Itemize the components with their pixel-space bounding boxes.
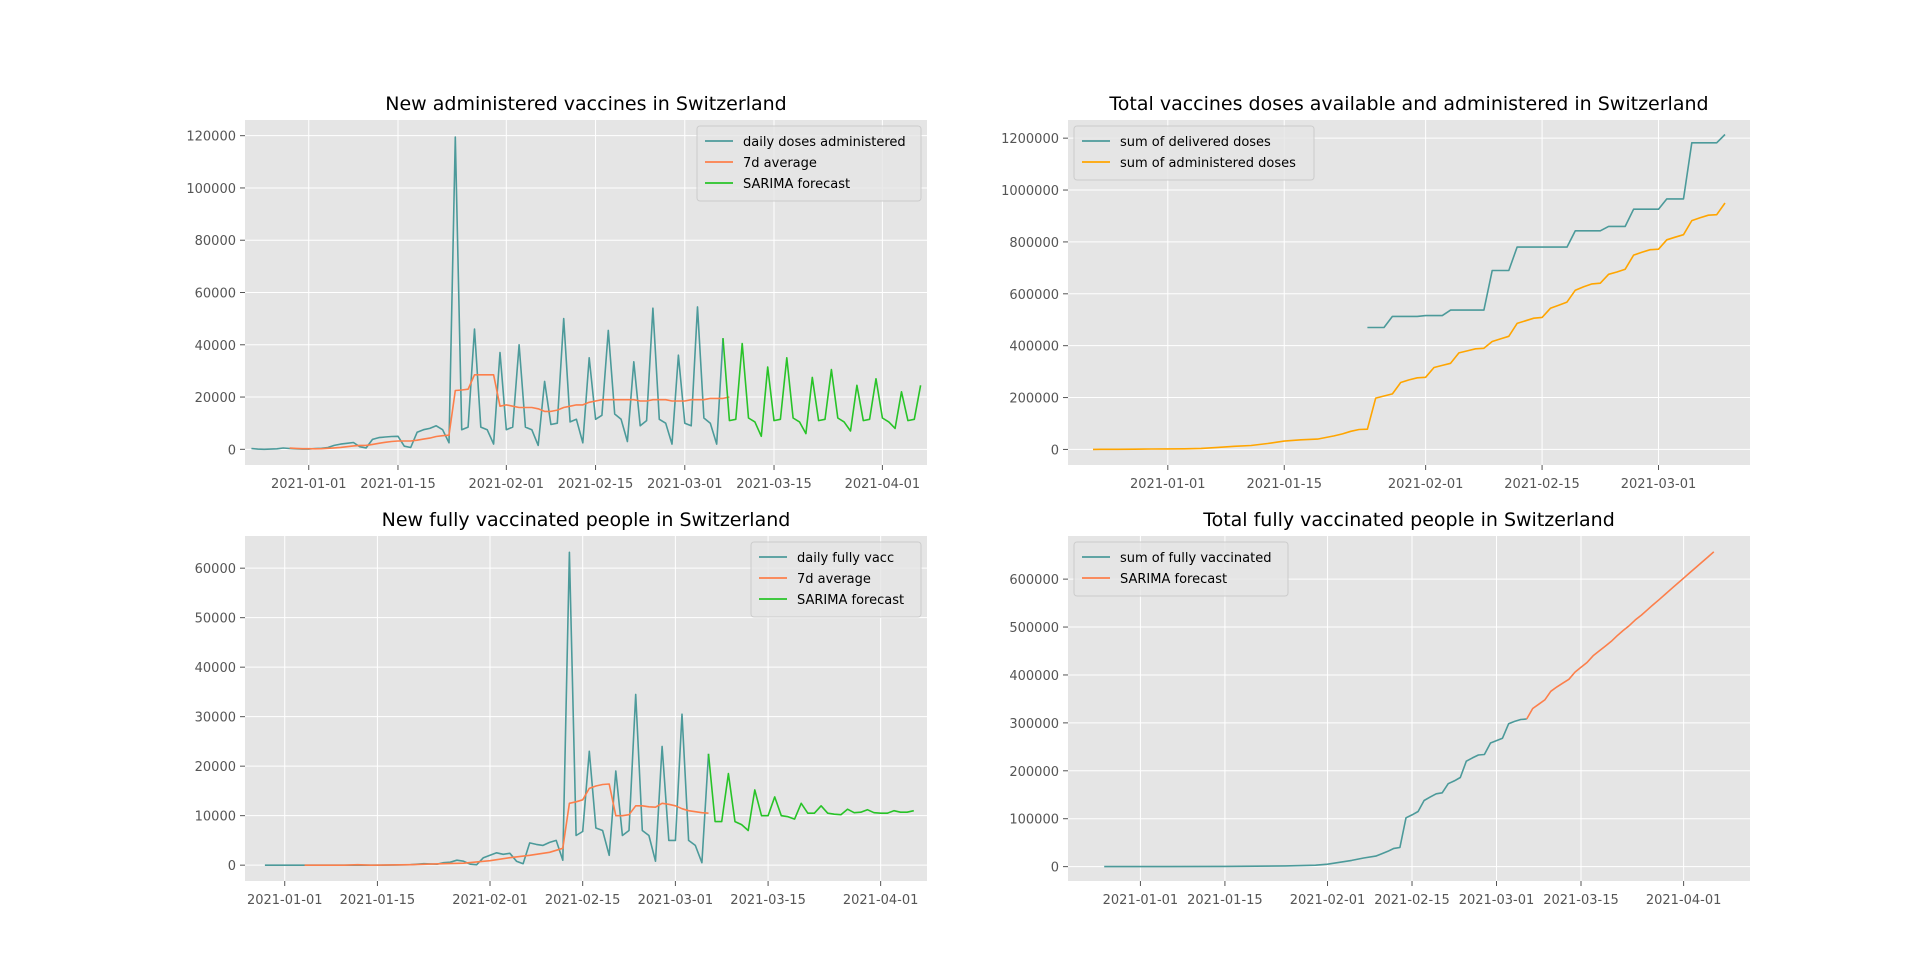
y-tick-label: 0: [1051, 443, 1059, 458]
legend-label: 7d average: [743, 156, 817, 171]
legend-box: [750, 541, 922, 618]
y-tick-label: 200000: [1009, 392, 1059, 407]
x-tick-label: 2021-02-15: [1374, 893, 1450, 908]
y-tick-label: 1000000: [1001, 184, 1059, 199]
chart-2: 0 200000 400000 600000 800000 1000000 1200000 2…: [1001, 93, 1750, 492]
chart-title: New administered vaccines in Switzerland: [385, 93, 786, 115]
x-tick-label: 2021-01-01: [247, 893, 323, 908]
y-tick-label: 400000: [1009, 340, 1059, 355]
y-tick-label: 400000: [1009, 669, 1059, 684]
x-tick-label: 2021-04-01: [1646, 893, 1722, 908]
x-tick-label: 2021-01-15: [1187, 893, 1263, 908]
y-tick-label: 0: [1051, 861, 1059, 876]
y-tick-label: 60000: [195, 562, 236, 577]
x-tick-label: 2021-03-15: [1543, 893, 1619, 908]
y-tick-label: 60000: [195, 287, 236, 302]
x-tick-label: 2021-01-15: [340, 893, 416, 908]
legend-label: daily fully vacc: [797, 551, 894, 566]
y-tick-label: 0: [228, 443, 236, 458]
y-tick-label: 1200000: [1001, 132, 1059, 147]
series-line-sum-of-delivered-doses: [1367, 133, 1726, 329]
y-tick-label: 600000: [1009, 288, 1059, 303]
legend-label: SARIMA forecast: [743, 177, 850, 192]
x-tick-label: 2021-02-01: [452, 893, 528, 908]
legend-box: [696, 125, 922, 202]
x-tick-label: 2021-02-15: [545, 893, 621, 908]
legend: sum of delivered doses sum of administere…: [1073, 125, 1315, 181]
legend-label: daily doses administered: [743, 135, 906, 150]
legend: daily fully vacc 7d average SARIMA forecas…: [750, 541, 922, 618]
x-tick-label: 2021-03-01: [647, 477, 723, 492]
x-tick-label: 2021-02-01: [1290, 893, 1366, 908]
legend-label: sum of delivered doses: [1120, 135, 1271, 150]
legend-label: sum of administered doses: [1120, 156, 1296, 171]
series-line-sarima-forecast: [1526, 551, 1715, 720]
x-tick-label: 2021-04-01: [845, 477, 921, 492]
chart-3: 0 10000 20000 30000 40000 50000 60000 2021-01-0…: [195, 509, 927, 908]
x-tick-label: 2021-03-01: [638, 893, 714, 908]
y-tick-label: 120000: [186, 130, 236, 145]
x-tick-label: 2021-03-15: [736, 477, 812, 492]
legend-box: [1073, 541, 1289, 597]
y-tick-label: 800000: [1009, 236, 1059, 251]
y-tick-label: 100000: [186, 182, 236, 197]
series-line-daily-fully-vacc: [264, 551, 710, 867]
chart-4: 0 100000 200000 300000 400000 500000 600000 202…: [1009, 509, 1750, 908]
legend-label: SARIMA forecast: [797, 593, 904, 608]
x-tick-label: 2021-02-01: [1388, 477, 1464, 492]
series-line-daily-doses-administered: [251, 136, 724, 451]
x-tick-label: 2021-01-01: [1130, 477, 1206, 492]
series-line-sum-of-fully-vaccinated: [1104, 718, 1527, 868]
chart-title: Total vaccines doses available and admin…: [1108, 93, 1708, 115]
x-tick-label: 2021-01-15: [1246, 477, 1322, 492]
y-tick-label: 0: [228, 859, 236, 874]
legend: sum of fully vaccinated SARIMA forecast: [1073, 541, 1289, 597]
series-line-7d-average: [289, 373, 730, 450]
series-line-7d-average: [304, 783, 709, 867]
series-line-sarima-forecast: [722, 338, 922, 438]
y-tick-label: 40000: [195, 339, 236, 354]
y-tick-label: 20000: [195, 760, 236, 775]
y-tick-label: 600000: [1009, 573, 1059, 588]
y-tick-label: 80000: [195, 234, 236, 249]
y-tick-label: 300000: [1009, 717, 1059, 732]
x-tick-label: 2021-02-15: [1504, 477, 1580, 492]
y-tick-label: 30000: [195, 711, 236, 726]
x-tick-label: 2021-04-01: [843, 893, 919, 908]
legend-label: sum of fully vaccinated: [1120, 551, 1271, 566]
x-tick-label: 2021-03-01: [1621, 477, 1697, 492]
x-tick-label: 2021-02-01: [469, 477, 545, 492]
x-tick-label: 2021-01-15: [360, 477, 436, 492]
x-tick-label: 2021-01-01: [271, 477, 347, 492]
y-tick-label: 40000: [195, 661, 236, 676]
y-tick-label: 50000: [195, 612, 236, 627]
x-tick-label: 2021-03-15: [730, 893, 806, 908]
x-tick-label: 2021-01-01: [1103, 893, 1179, 908]
legend-label: 7d average: [797, 572, 871, 587]
series-line-sarima-forecast: [707, 753, 914, 832]
y-tick-label: 100000: [1009, 813, 1059, 828]
x-tick-label: 2021-02-15: [558, 477, 634, 492]
chart-1: 0 20000 40000 60000 80000 100000 120000 2021-01…: [186, 93, 927, 492]
y-tick-label: 500000: [1009, 621, 1059, 636]
x-tick-label: 2021-03-01: [1459, 893, 1535, 908]
chart-title: Total fully vaccinated people in Switzer…: [1202, 509, 1615, 531]
y-tick-label: 200000: [1009, 765, 1059, 780]
y-tick-label: 20000: [195, 391, 236, 406]
legend: daily doses administered 7d average SARIMA…: [696, 125, 922, 202]
series-line-sum-of-administered-doses: [1092, 202, 1726, 451]
legend-label: SARIMA forecast: [1120, 572, 1227, 587]
legend-box: [1073, 125, 1315, 181]
chart-title: New fully vaccinated people in Switzerla…: [382, 509, 791, 531]
y-tick-label: 10000: [195, 810, 236, 825]
